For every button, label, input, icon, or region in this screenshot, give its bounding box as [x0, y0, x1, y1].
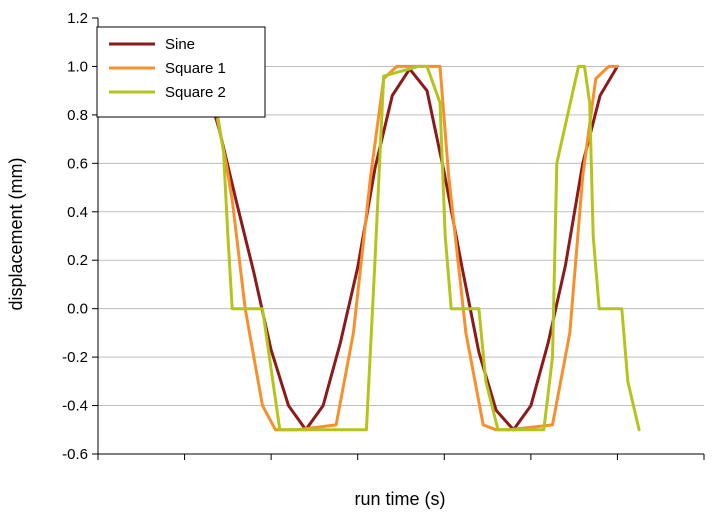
legend-box — [96, 26, 266, 118]
y-tick-labels: 1.2 1.0 0.8 0.6 0.4 0.2 0.0 -0.2 -0.4 -0.6 — [62, 10, 88, 463]
series-layer — [209, 64, 641, 432]
y-tick-label: 1.2 — [67, 10, 88, 27]
y-tick-label: -0.4 — [62, 398, 88, 415]
y-tick-label: 0.6 — [67, 155, 88, 172]
y-tick-label: -0.6 — [62, 446, 88, 463]
legend-label-square-2: Square 2 — [165, 84, 226, 101]
y-tick-label: 0.2 — [67, 252, 88, 269]
y-tick-label: 0.8 — [67, 107, 88, 124]
legend-label-square-1: Square 1 — [165, 60, 226, 77]
legend-label-sine: Sine — [165, 36, 195, 53]
y-tick-label: -0.2 — [62, 349, 88, 366]
y-axis-label: displacement (mm) — [6, 157, 26, 310]
y-tick-label: 0.0 — [67, 301, 88, 318]
y-tick-label: 0.4 — [67, 204, 88, 221]
series-line-square-1 — [216, 64, 619, 432]
x-axis-label: run time (s) — [354, 489, 445, 509]
series-line-square-2 — [216, 64, 641, 432]
legend: Sine Square 1 Square 2 — [96, 26, 266, 118]
y-tick-label: 1.0 — [67, 58, 88, 75]
